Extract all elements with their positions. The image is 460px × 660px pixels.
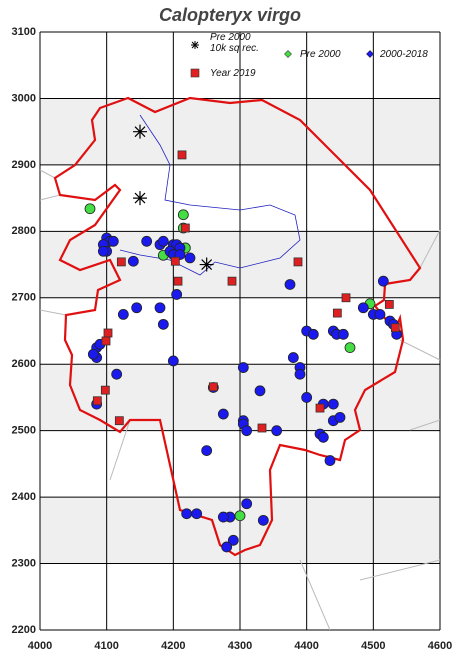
square-marker [315, 403, 325, 413]
square-marker [116, 257, 126, 267]
legend-marker [284, 50, 292, 58]
point [301, 392, 313, 403]
point [287, 352, 299, 363]
square-marker [293, 257, 303, 267]
y-tick-label: 2500 [12, 425, 36, 437]
y-tick-label: 2300 [12, 557, 36, 569]
point [257, 514, 269, 526]
x-tick-label: 4000 [28, 640, 52, 652]
square-marker [170, 256, 180, 266]
chart-title: Calopteryx virgo [159, 5, 301, 25]
y-tick-label: 2600 [12, 358, 36, 370]
square-marker [341, 293, 351, 303]
square-marker [114, 416, 124, 426]
point [334, 411, 346, 423]
point [374, 308, 386, 320]
point [201, 445, 213, 457]
point [107, 235, 119, 247]
point [357, 302, 369, 314]
star-marker [133, 191, 147, 206]
point [191, 508, 203, 520]
background-boundary [39, 169, 441, 631]
legend-marker [190, 68, 200, 78]
point [84, 203, 96, 215]
square-marker [208, 382, 218, 392]
point [127, 255, 139, 267]
point [234, 510, 246, 522]
point [271, 425, 283, 437]
point [221, 541, 233, 553]
x-tick-label: 4600 [428, 640, 452, 652]
point [97, 245, 109, 257]
point [241, 498, 253, 510]
point [237, 362, 249, 373]
point [307, 328, 319, 340]
y-tick-label: 2400 [12, 491, 36, 503]
legend-marker [191, 41, 199, 49]
y-tick-label: 2900 [12, 159, 36, 171]
square-marker [101, 336, 111, 346]
square-marker [257, 423, 267, 433]
point [117, 308, 129, 320]
point [157, 235, 169, 247]
square-marker [227, 276, 237, 286]
river-boundary [119, 114, 301, 276]
star-marker [199, 257, 214, 272]
square-marker [180, 223, 190, 233]
square-marker [384, 300, 394, 309]
point [317, 431, 329, 443]
point [327, 398, 339, 410]
square-marker [173, 276, 183, 286]
point [324, 455, 336, 466]
square-marker [103, 328, 113, 338]
point [177, 209, 189, 221]
point [131, 302, 143, 314]
point [227, 534, 239, 546]
point [111, 368, 123, 380]
point [181, 508, 193, 520]
point [294, 368, 306, 380]
square-marker [100, 385, 110, 395]
y-tick-label: 2800 [12, 225, 36, 237]
x-tick-label: 4500 [361, 640, 385, 652]
point [217, 408, 229, 420]
point [254, 385, 266, 397]
x-tick-label: 4200 [161, 640, 185, 652]
point [141, 235, 153, 247]
y-tick-label: 2200 [12, 624, 36, 636]
legend-marker [366, 50, 374, 58]
y-tick-label: 3000 [12, 92, 36, 104]
point [171, 289, 183, 300]
point [344, 342, 356, 354]
point [217, 511, 229, 523]
point [154, 302, 166, 314]
point [167, 355, 179, 367]
legend-label: 2000-2018 [380, 49, 428, 60]
x-tick-label: 4100 [94, 640, 118, 652]
legend-label: Pre 2000 [300, 49, 341, 60]
x-tick-label: 4300 [228, 640, 252, 652]
county-boundary [53, 96, 422, 557]
star-marker [133, 124, 147, 139]
point [337, 328, 349, 340]
x-tick-label: 4400 [294, 640, 318, 652]
square-marker [390, 323, 400, 333]
point [241, 425, 253, 437]
point [377, 275, 389, 287]
point [284, 279, 296, 290]
legend-label: Year 2019 [210, 68, 256, 79]
y-tick-label: 2700 [12, 292, 36, 304]
legend-label: Pre 2000 10k sq rec. [210, 32, 259, 54]
point [157, 318, 169, 330]
point [184, 252, 196, 264]
y-tick-label: 3100 [12, 26, 36, 38]
square-marker [92, 396, 102, 406]
square-marker [177, 150, 187, 160]
square-marker [332, 308, 342, 318]
point [87, 348, 99, 360]
